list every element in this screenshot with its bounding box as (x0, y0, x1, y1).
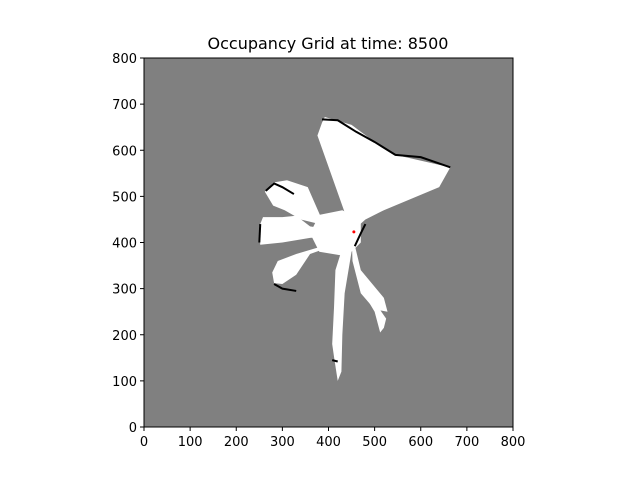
x-tick-label: 700 (454, 435, 479, 450)
free-region-south-east-spokes (360, 288, 387, 333)
free-region-south-arm (332, 233, 352, 381)
x-tick-label: 800 (501, 435, 526, 450)
free-region-center-hub (310, 210, 361, 257)
x-tick-label: 400 (316, 435, 341, 450)
y-tick-label: 100 (112, 375, 137, 390)
free-region-south-east-beam (351, 231, 388, 312)
x-axis-ticks: 0 100 200 300 400 500 600 700 800 (140, 427, 526, 450)
free-region-north-west-lobe (264, 180, 352, 232)
occupied-edge-south-wall (331, 359, 338, 363)
occupied-edge-east-wall (353, 223, 367, 247)
y-tick-label: 600 (112, 144, 137, 159)
x-tick-label: 100 (178, 435, 203, 450)
y-tick-label: 300 (112, 283, 137, 298)
y-tick-label: 200 (112, 329, 137, 344)
y-tick-label: 0 (129, 421, 137, 436)
occupied-cells-layer (258, 118, 451, 363)
robot-marker (352, 230, 356, 234)
occupied-edge-west-wall (258, 224, 262, 243)
occupied-edge-south-west-wall (273, 283, 297, 292)
y-axis-ticks: 0 100 200 300 400 500 600 700 800 (112, 52, 144, 436)
free-space-layer (259, 117, 451, 381)
x-tick-label: 300 (270, 435, 295, 450)
plot-area (144, 58, 513, 427)
y-tick-label: 500 (112, 190, 137, 205)
x-tick-label: 0 (140, 435, 148, 450)
free-region-north-east-sector (317, 117, 451, 232)
y-tick-label: 800 (112, 52, 137, 67)
y-tick-label: 400 (112, 237, 137, 252)
y-tick-label: 700 (112, 98, 137, 113)
x-tick-label: 600 (408, 435, 433, 450)
occupied-edge-north-east-wall (321, 118, 451, 169)
robot-marker-layer (352, 230, 356, 234)
free-region-west-arm (259, 215, 352, 245)
x-tick-label: 200 (224, 435, 249, 450)
x-tick-label: 500 (362, 435, 387, 450)
occupied-edge-north-west-wall (265, 182, 295, 195)
chart-title: Occupancy Grid at time: 8500 (208, 34, 449, 53)
